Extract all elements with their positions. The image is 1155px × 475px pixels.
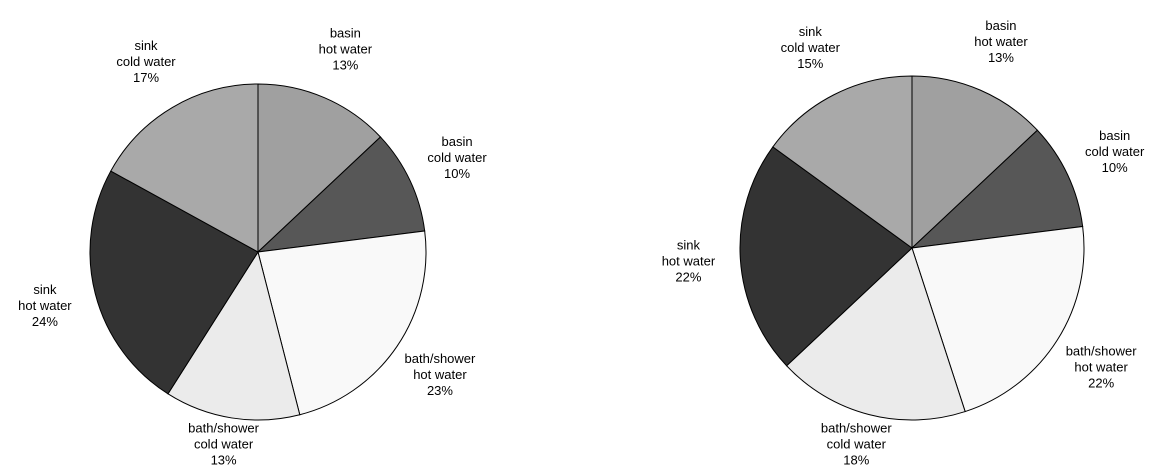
label-line: 13%: [332, 58, 358, 73]
label-line: hot water: [18, 298, 72, 313]
label-line: cold water: [827, 436, 887, 451]
pie-slice: [167, 250, 301, 421]
pie-slice: [910, 129, 1084, 249]
label-line: hot water: [413, 367, 467, 382]
pie-slice: [257, 230, 427, 416]
label-line: cold water: [427, 150, 487, 165]
label-line: 22%: [1088, 375, 1114, 390]
label-line: bath/shower: [821, 420, 892, 435]
label-line: 10%: [444, 166, 470, 181]
label-line: basin: [1099, 128, 1130, 143]
pie-slice: [785, 247, 966, 421]
label-line: sink: [677, 238, 701, 253]
label-line: 24%: [32, 314, 58, 329]
pie-slice: [257, 83, 382, 254]
label-line: hot water: [319, 42, 373, 57]
label-line: 15%: [797, 56, 823, 71]
label-line: 22%: [675, 270, 701, 285]
label-line: cold water: [194, 436, 254, 451]
label-line: sink: [33, 282, 57, 297]
label-line: hot water: [1074, 359, 1128, 374]
label-line: bath/shower: [1066, 343, 1137, 358]
pie-slice: [256, 136, 426, 253]
label-line: 18%: [843, 452, 869, 467]
label-line: 23%: [427, 383, 453, 398]
pie-slice: [89, 170, 259, 395]
pie-slice: [911, 75, 1039, 250]
label-line: basin: [330, 26, 361, 41]
label-line: basin: [442, 134, 473, 149]
label-line: cold water: [116, 54, 176, 69]
label-line: 13%: [211, 452, 237, 467]
pie-slice: [911, 225, 1085, 413]
pie: [739, 75, 1085, 421]
pie-slice: [772, 75, 913, 249]
pie-slice: [739, 146, 913, 367]
label-line: sink: [799, 24, 823, 39]
label-line: basin: [985, 18, 1016, 33]
label-line: 17%: [133, 70, 159, 85]
label-line: 13%: [988, 50, 1014, 65]
label-line: cold water: [1085, 144, 1145, 159]
pie: [89, 83, 427, 421]
label-line: hot water: [662, 254, 716, 269]
label-line: hot water: [974, 34, 1028, 49]
label-line: cold water: [781, 40, 841, 55]
pie-slice: [110, 83, 259, 253]
label-line: bath/shower: [188, 420, 259, 435]
label-line: bath/shower: [405, 351, 476, 366]
label-line: 10%: [1102, 160, 1128, 175]
label-line: sink: [134, 38, 158, 53]
